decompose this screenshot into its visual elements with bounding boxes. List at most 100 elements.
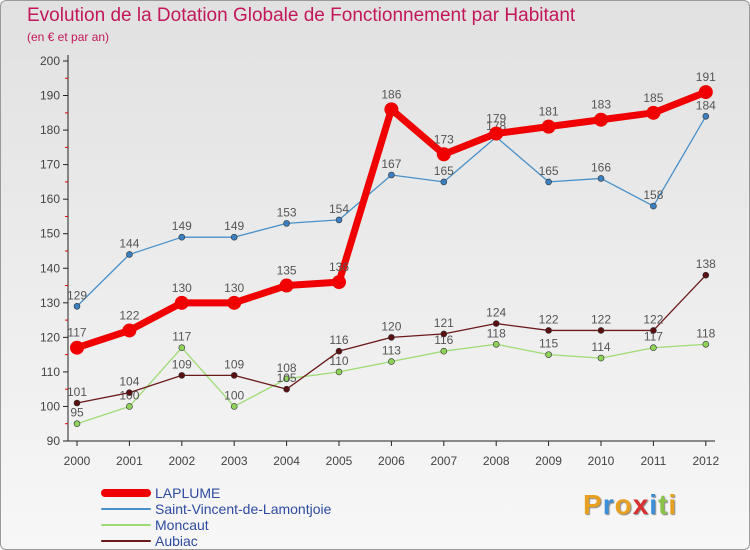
data-point xyxy=(122,323,137,338)
y-tick-label: 200 xyxy=(40,54,60,68)
x-tick-label: 2011 xyxy=(640,454,666,468)
y-tick-label: 170 xyxy=(40,158,60,172)
legend-item: Moncaut xyxy=(101,517,401,533)
data-point xyxy=(230,403,238,410)
data-point xyxy=(545,327,552,334)
y-tick-label: 90 xyxy=(47,434,61,448)
data-label: 116 xyxy=(329,333,348,347)
data-label: 135 xyxy=(277,264,297,278)
data-point xyxy=(70,340,84,355)
data-label: 130 xyxy=(172,281,192,295)
data-point xyxy=(227,295,242,310)
data-point xyxy=(650,327,657,334)
data-point xyxy=(545,351,552,358)
logo-letter: x xyxy=(632,489,650,520)
legend-label: LAPLUME xyxy=(155,485,221,501)
data-point xyxy=(283,220,290,227)
logo-letter: i xyxy=(649,489,659,520)
data-label: 95 xyxy=(70,406,84,420)
data-point xyxy=(230,372,238,379)
x-tick-label: 2006 xyxy=(378,454,405,468)
data-point xyxy=(283,385,290,393)
x-tick-label: 2008 xyxy=(483,454,510,468)
proxiti-logo: Proxiti xyxy=(583,489,677,521)
data-label: 181 xyxy=(539,105,559,119)
data-point xyxy=(384,102,399,117)
x-tick-label: 2000 xyxy=(64,454,91,468)
legend-label: Saint-Vincent-de-Lamontjoie xyxy=(155,501,332,517)
data-point xyxy=(178,344,186,352)
data-label: 116 xyxy=(434,333,453,347)
data-label: 124 xyxy=(486,306,506,320)
logo-letter: o xyxy=(614,489,633,520)
data-point xyxy=(702,271,710,279)
data-label: 129 xyxy=(67,288,87,302)
data-point xyxy=(388,358,395,365)
data-point xyxy=(492,320,500,327)
data-label: 154 xyxy=(329,202,349,216)
data-label: 108 xyxy=(277,361,297,375)
data-point xyxy=(126,389,133,396)
data-label: 114 xyxy=(591,340,610,354)
data-point xyxy=(594,112,608,127)
data-point xyxy=(597,354,605,362)
data-label: 117 xyxy=(67,326,86,340)
y-tick-label: 100 xyxy=(40,399,60,413)
data-point xyxy=(702,340,710,348)
data-label: 136 xyxy=(329,260,349,274)
data-label: 165 xyxy=(434,164,454,178)
legend-swatch xyxy=(101,489,151,497)
legend-label: Aubiac xyxy=(155,533,198,549)
data-point xyxy=(650,202,657,210)
data-label: 144 xyxy=(119,236,139,250)
data-label: 117 xyxy=(644,330,663,344)
chart-title: Evolution de la Dotation Globale de Fonc… xyxy=(27,5,576,26)
data-point xyxy=(597,175,605,182)
y-tick-label: 190 xyxy=(40,89,60,103)
data-point xyxy=(650,344,657,352)
chart-subtitle: (en € et par an) xyxy=(27,30,110,44)
x-tick-label: 2001 xyxy=(116,454,143,468)
data-label: 138 xyxy=(696,257,716,271)
data-point xyxy=(440,178,448,186)
data-point xyxy=(283,375,290,383)
data-label: 165 xyxy=(539,164,559,178)
data-label: 130 xyxy=(224,281,244,295)
x-tick-label: 2003 xyxy=(221,454,248,468)
data-point xyxy=(646,105,661,120)
data-point xyxy=(440,347,448,355)
data-label: 179 xyxy=(486,112,506,126)
data-point xyxy=(388,334,395,341)
y-tick-label: 130 xyxy=(40,296,60,310)
data-point xyxy=(698,85,713,100)
data-label: 166 xyxy=(591,160,611,174)
data-label: 100 xyxy=(224,388,244,402)
data-label: 113 xyxy=(382,344,401,358)
data-point xyxy=(335,368,343,376)
data-label: 109 xyxy=(172,357,192,371)
legend: LAPLUME Saint-Vincent-de-Lamontjoie Moncau… xyxy=(101,485,401,549)
x-tick-label: 2009 xyxy=(535,454,562,468)
legend-swatch xyxy=(101,508,151,510)
logo-letter: i xyxy=(668,489,678,520)
data-point xyxy=(335,216,343,224)
logo-letter: P xyxy=(583,489,603,520)
x-tick-label: 2012 xyxy=(692,454,719,468)
data-label: 184 xyxy=(696,98,716,112)
data-label: 104 xyxy=(119,375,139,389)
y-tick-label: 140 xyxy=(40,261,60,275)
data-point xyxy=(335,347,343,355)
data-point xyxy=(73,420,81,428)
data-point xyxy=(178,372,186,379)
data-point xyxy=(541,119,556,134)
data-label: 120 xyxy=(381,319,401,333)
data-label: 101 xyxy=(67,385,87,399)
data-point xyxy=(440,330,448,338)
data-point xyxy=(702,112,710,120)
data-label: 183 xyxy=(591,98,611,112)
data-point xyxy=(489,126,504,141)
y-tick-label: 120 xyxy=(40,330,60,344)
data-point xyxy=(388,171,395,179)
